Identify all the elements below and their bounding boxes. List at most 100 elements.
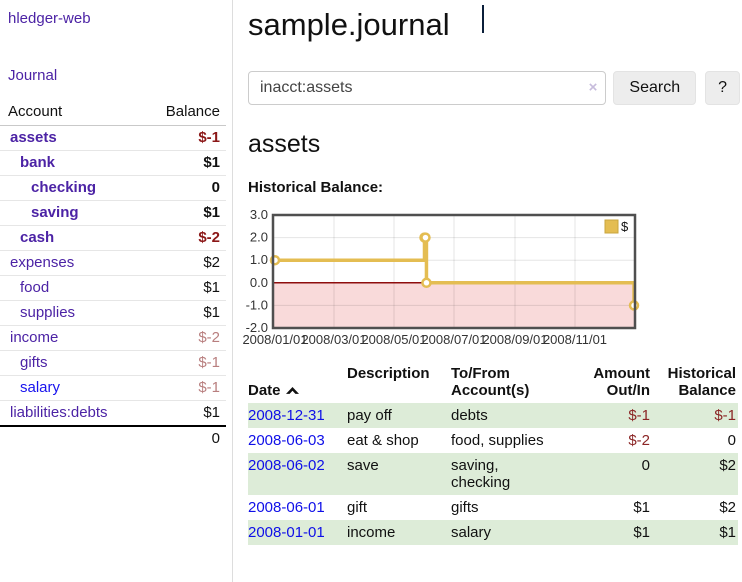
account-page-title: assets (248, 130, 321, 158)
column-header-accounts: To/From Account(s) (451, 365, 530, 399)
text-caret (482, 5, 484, 33)
transaction-balance: 0 (727, 432, 736, 449)
transaction-amount: $1 (633, 524, 650, 541)
svg-text:2008/07/01: 2008/07/01 (421, 332, 486, 347)
account-link-cash[interactable]: cash (20, 229, 55, 246)
chart-title: Historical Balance: (248, 179, 384, 196)
transaction-amount: $-2 (628, 432, 650, 449)
account-row: food $1 (0, 275, 226, 301)
transactions-header-row: Date Description To/From Account(s) Amou… (248, 363, 738, 403)
transaction-accounts: saving, checking (451, 457, 511, 491)
account-link-supplies[interactable]: supplies (20, 304, 76, 321)
sort-ascending-icon[interactable] (285, 382, 299, 399)
search-button[interactable]: Search (613, 71, 697, 105)
transaction-description: save (347, 457, 379, 474)
account-link-liabilities-debts[interactable]: liabilities:debts (10, 404, 108, 421)
svg-text:1.0: 1.0 (250, 252, 268, 267)
transaction-accounts: gifts (451, 499, 479, 516)
svg-text:-1.0: -1.0 (246, 297, 268, 312)
transaction-amount: 0 (641, 457, 650, 474)
account-balance: $1 (138, 200, 226, 226)
transaction-description: income (347, 524, 396, 541)
column-header-date[interactable]: Date (248, 363, 347, 403)
account-balance: $-2 (138, 225, 226, 251)
date-sort-link[interactable]: Date (248, 382, 281, 399)
account-row: expenses $2 (0, 250, 226, 276)
transaction-balance: $1 (719, 524, 736, 541)
transaction-amount: $-1 (628, 407, 650, 424)
svg-text:2008/03/01: 2008/03/01 (301, 332, 366, 347)
account-row: income $-2 (0, 325, 226, 351)
search-input[interactable] (248, 71, 607, 105)
accounts-header-account: Account (0, 99, 139, 126)
account-balance: $1 (138, 400, 226, 427)
account-balance: $-1 (138, 375, 226, 401)
transaction-row: 2008-06-01 gift gifts $1 $2 (248, 495, 738, 520)
transaction-date-link[interactable]: 2008-12-31 (248, 407, 325, 424)
account-link-income[interactable]: income (10, 329, 59, 346)
account-link-gifts[interactable]: gifts (20, 354, 48, 371)
transactions-table: Date Description To/From Account(s) Amou… (248, 363, 738, 545)
transaction-amount: $1 (633, 499, 650, 516)
account-balance: $2 (138, 250, 226, 276)
account-row: supplies $1 (0, 300, 226, 326)
svg-text:$: $ (621, 219, 629, 234)
transaction-row: 2008-12-31 pay off debts $-1 $-1 (248, 403, 738, 428)
transaction-accounts: salary (451, 524, 492, 541)
accounts-total-row: 0 (0, 425, 226, 451)
accounts-total-value: 0 (138, 425, 226, 451)
account-row: assets $-1 (0, 125, 226, 151)
transaction-description: gift (347, 499, 368, 516)
search-form: × Search ? (248, 71, 740, 105)
svg-text:2.0: 2.0 (250, 230, 268, 245)
page-title: sample.journal (248, 5, 740, 43)
svg-text:2008/05/01: 2008/05/01 (361, 332, 426, 347)
transaction-row: 2008-01-01 income salary $1 $1 (248, 520, 738, 545)
column-header-description: Description (347, 365, 430, 382)
account-link-assets[interactable]: assets (10, 129, 57, 146)
transaction-date-link[interactable]: 2008-06-01 (248, 499, 325, 516)
column-header-amount: Amount Out/In (593, 365, 650, 399)
transaction-accounts: food, supplies (451, 432, 544, 449)
account-balance: $-1 (138, 350, 226, 376)
column-header-balance: Historical Balance (667, 365, 736, 399)
svg-text:0.0: 0.0 (250, 275, 268, 290)
accounts-header-balance: Balance (138, 99, 226, 126)
app-brand-link[interactable]: hledger-web (8, 10, 91, 27)
clear-search-icon[interactable]: × (588, 79, 598, 96)
svg-text:2008/09/01: 2008/09/01 (482, 332, 547, 347)
account-row: saving $1 (0, 200, 226, 226)
account-link-food[interactable]: food (20, 279, 50, 296)
transaction-row: 2008-06-03 eat & shop food, supplies $-2… (248, 428, 738, 453)
transaction-balance: $2 (719, 457, 736, 474)
transaction-date-link[interactable]: 2008-01-01 (248, 524, 325, 541)
transaction-date-link[interactable]: 2008-06-03 (248, 432, 325, 449)
svg-text:2008/11/01: 2008/11/01 (543, 332, 607, 347)
account-link-checking[interactable]: checking (31, 179, 97, 196)
transaction-balance: $-1 (714, 407, 736, 424)
account-balance: $1 (138, 275, 226, 301)
transaction-accounts: debts (451, 407, 488, 424)
account-link-saving[interactable]: saving (31, 204, 79, 221)
help-button[interactable]: ? (705, 71, 740, 105)
accounts-table: Account Balance assets $-1 bank $1 checkin… (0, 99, 226, 451)
svg-text:2008/01/01: 2008/01/01 (242, 332, 307, 347)
main-content: sample.journal × Search ? assets Histori… (242, 0, 740, 545)
account-balance: $1 (138, 150, 226, 176)
account-row: liabilities:debts $1 (0, 400, 226, 427)
account-row: cash $-2 (0, 225, 226, 251)
historical-balance-chart: $3.0 2.0 1.0 0.0 -1.0 -2.02008/01/012008/03/0… (242, 207, 640, 347)
transaction-description: eat & shop (347, 432, 419, 449)
transaction-description: pay off (347, 407, 392, 424)
sidebar-item-journal[interactable]: Journal (8, 67, 58, 84)
account-balance: 0 (138, 175, 226, 201)
account-balance: $-1 (138, 125, 226, 151)
transaction-row: 2008-06-02 save saving, checking 0 $2 (248, 453, 738, 495)
transaction-date-link[interactable]: 2008-06-02 (248, 457, 325, 474)
account-row: salary $-1 (0, 375, 226, 401)
account-link-expenses[interactable]: expenses (10, 254, 75, 271)
svg-text:-2.0: -2.0 (246, 320, 268, 335)
account-link-salary[interactable]: salary (20, 379, 61, 396)
sidebar: hledger-web Journal Account Balance asse… (0, 0, 233, 582)
account-link-bank[interactable]: bank (20, 154, 56, 171)
